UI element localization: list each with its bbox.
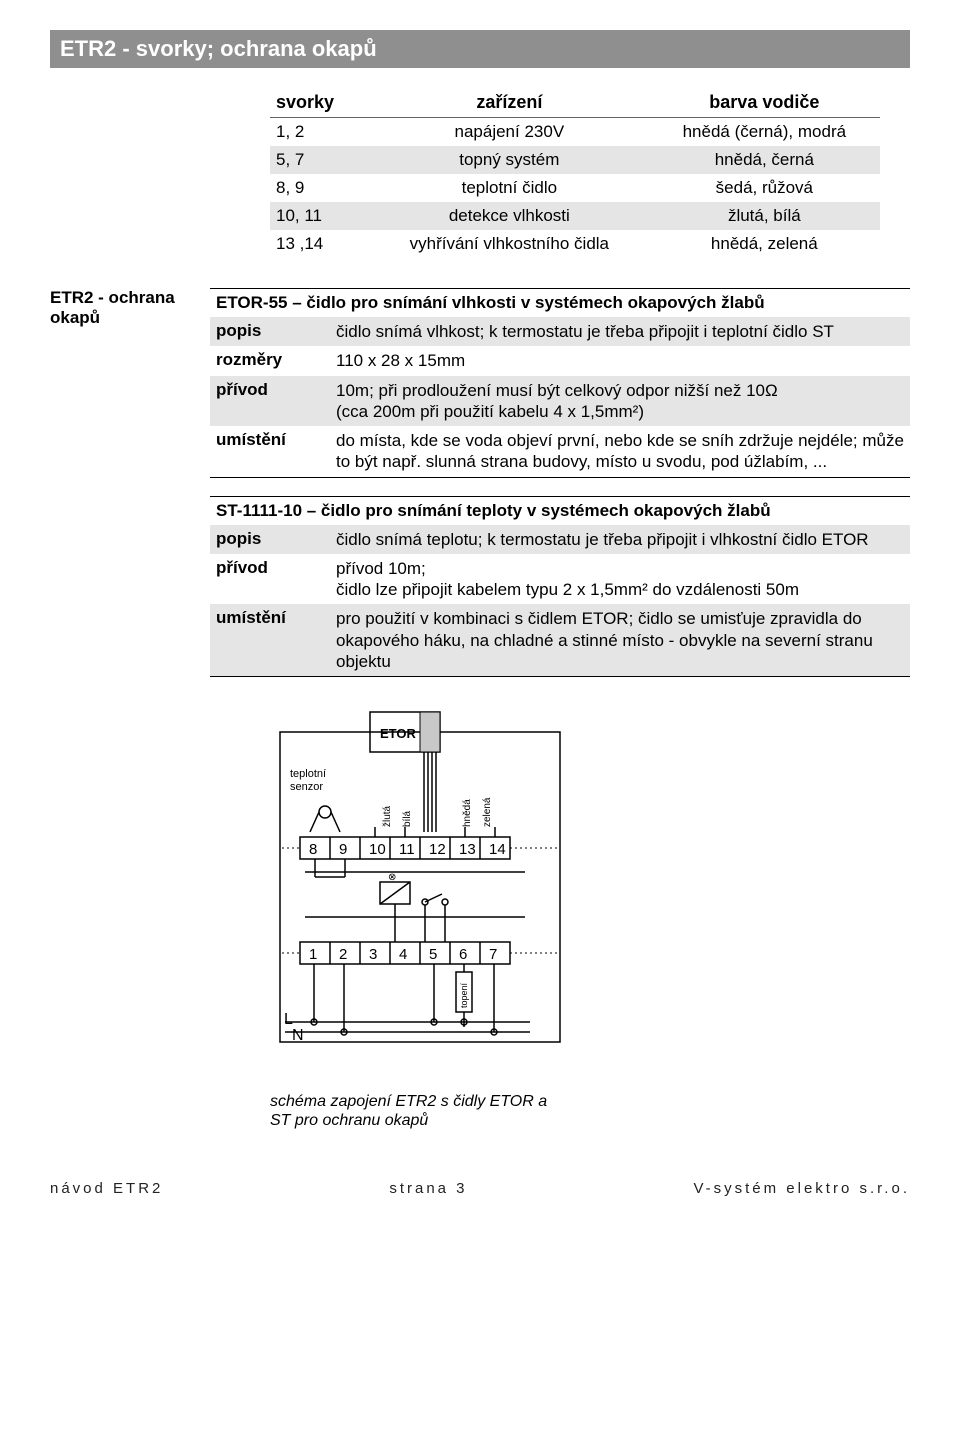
svg-text:3: 3 xyxy=(369,946,377,963)
svg-text:6: 6 xyxy=(459,946,467,963)
table-cell: napájení 230V xyxy=(370,118,649,147)
svg-text:7: 7 xyxy=(489,946,497,963)
svg-text:teplotní: teplotní xyxy=(290,768,326,780)
kv-row: přívodpřívod 10m; čidlo lze připojit kab… xyxy=(210,554,910,605)
table-cell: detekce vlhkosti xyxy=(370,202,649,230)
diagram-caption: schéma zapojení ETR2 s čidly ETOR a ST p… xyxy=(270,1092,560,1130)
table-cell: 5, 7 xyxy=(270,146,370,174)
kv-key: přívod xyxy=(210,376,330,427)
kv-value: do místa, kde se voda objeví první, nebo… xyxy=(330,426,910,477)
table-row: 13 ,14vyhřívání vlhkostního čidlahnědá, … xyxy=(270,230,880,258)
svorky-table: svorky zařízení barva vodiče 1, 2napájen… xyxy=(270,88,880,258)
footer-right: V-systém elektro s.r.o. xyxy=(693,1180,910,1197)
table-cell: vyhřívání vlhkostního čidla xyxy=(370,230,649,258)
kv-key: umístění xyxy=(210,426,330,477)
svg-text:bílá: bílá xyxy=(402,810,413,827)
svg-text:1: 1 xyxy=(309,946,317,963)
svg-text:N: N xyxy=(292,1027,304,1044)
kv-value: čidlo snímá teplotu; k termostatu je tře… xyxy=(330,525,875,554)
kv-value: 110 x 28 x 15mm xyxy=(330,346,471,375)
svg-text:8: 8 xyxy=(309,841,317,858)
kv-row: popisčidlo snímá teplotu; k termostatu j… xyxy=(210,525,910,554)
kv-row: přívod10m; při prodloužení musí být celk… xyxy=(210,376,910,427)
svg-text:9: 9 xyxy=(339,841,347,858)
kv-row: umístěnípro použití v kombinaci s čidlem… xyxy=(210,604,910,676)
kv-key: rozměry xyxy=(210,346,330,375)
kv-row: umístěnído místa, kde se voda objeví prv… xyxy=(210,426,910,477)
etor-block: ETOR-55 – čidlo pro snímání vlhkosti v s… xyxy=(210,288,910,478)
kv-value: pro použití v kombinaci s čidlem ETOR; č… xyxy=(330,604,910,676)
footer-left: návod ETR2 xyxy=(50,1180,163,1197)
svg-text:senzor: senzor xyxy=(290,781,323,793)
svg-text:4: 4 xyxy=(399,946,407,963)
svg-text:zelená: zelená xyxy=(482,797,493,827)
table-row: 5, 7topný systémhnědá, černá xyxy=(270,146,880,174)
svg-text:5: 5 xyxy=(429,946,437,963)
table-cell: šedá, růžová xyxy=(649,174,880,202)
page-title: ETR2 - svorky; ochrana okapů xyxy=(60,36,377,61)
wiring-diagram: ETOR teplotnísenzor žlutá bílá hnědá zelená 8 9… xyxy=(270,702,570,1082)
kv-value: přívod 10m; čidlo lze připojit kabelem t… xyxy=(330,554,805,605)
table-cell: hnědá (černá), modrá xyxy=(649,118,880,147)
svorky-th-0: svorky xyxy=(270,88,370,118)
table-row: 8, 9teplotní čidlošedá, růžová xyxy=(270,174,880,202)
wiring-diagram-wrap: ETOR teplotnísenzor žlutá bílá hnědá zelená 8 9… xyxy=(270,702,910,1130)
st-title: ST-1111-10 – čidlo pro snímání teploty v… xyxy=(210,497,910,525)
kv-value: čidlo snímá vlhkost; k termostatu je tře… xyxy=(330,317,840,346)
kv-key: umístění xyxy=(210,604,330,676)
table-cell: žlutá, bílá xyxy=(649,202,880,230)
kv-row: rozměry110 x 28 x 15mm xyxy=(210,346,910,375)
table-cell: teplotní čidlo xyxy=(370,174,649,202)
sidebar-label: ETR2 - ochrana okapů xyxy=(50,288,200,677)
footer-mid: strana 3 xyxy=(389,1180,467,1197)
etor-title: ETOR-55 – čidlo pro snímání vlhkosti v s… xyxy=(210,289,910,317)
table-cell: 10, 11 xyxy=(270,202,370,230)
svg-text:14: 14 xyxy=(489,841,506,858)
info-tables: ETOR-55 – čidlo pro snímání vlhkosti v s… xyxy=(210,288,910,677)
svg-text:10: 10 xyxy=(369,841,386,858)
kv-key: popis xyxy=(210,317,330,346)
page-header: ETR2 - svorky; ochrana okapů xyxy=(50,30,910,68)
table-row: 1, 2napájení 230Vhnědá (černá), modrá xyxy=(270,118,880,147)
table-cell: 13 ,14 xyxy=(270,230,370,258)
svorky-th-2: barva vodiče xyxy=(649,88,880,118)
ochrana-section: ETR2 - ochrana okapů ETOR-55 – čidlo pro… xyxy=(50,288,910,677)
page-footer: návod ETR2 strana 3 V-systém elektro s.r… xyxy=(0,1180,960,1217)
table-cell: hnědá, zelená xyxy=(649,230,880,258)
svg-text:13: 13 xyxy=(459,841,476,858)
svg-text:hnědá: hnědá xyxy=(462,799,473,827)
kv-key: popis xyxy=(210,525,330,554)
table-cell: 8, 9 xyxy=(270,174,370,202)
svg-text:žlutá: žlutá xyxy=(382,805,393,827)
svg-text:ETOR: ETOR xyxy=(380,726,416,741)
svg-text:12: 12 xyxy=(429,841,446,858)
table-cell: 1, 2 xyxy=(270,118,370,147)
svg-text:topení: topení xyxy=(459,982,469,1008)
svg-text:L: L xyxy=(284,1011,293,1028)
kv-row: popisčidlo snímá vlhkost; k termostatu j… xyxy=(210,317,910,346)
kv-value: 10m; při prodloužení musí být celkový od… xyxy=(330,376,784,427)
svg-text:2: 2 xyxy=(339,946,347,963)
table-cell: topný systém xyxy=(370,146,649,174)
st-block: ST-1111-10 – čidlo pro snímání teploty v… xyxy=(210,496,910,678)
svg-text:11: 11 xyxy=(399,841,415,858)
table-cell: hnědá, černá xyxy=(649,146,880,174)
table-row: 10, 11detekce vlhkostižlutá, bílá xyxy=(270,202,880,230)
svorky-th-1: zařízení xyxy=(370,88,649,118)
svg-text:⊗: ⊗ xyxy=(388,872,396,883)
svorky-table-wrap: svorky zařízení barva vodiče 1, 2napájen… xyxy=(270,88,880,258)
kv-key: přívod xyxy=(210,554,330,605)
